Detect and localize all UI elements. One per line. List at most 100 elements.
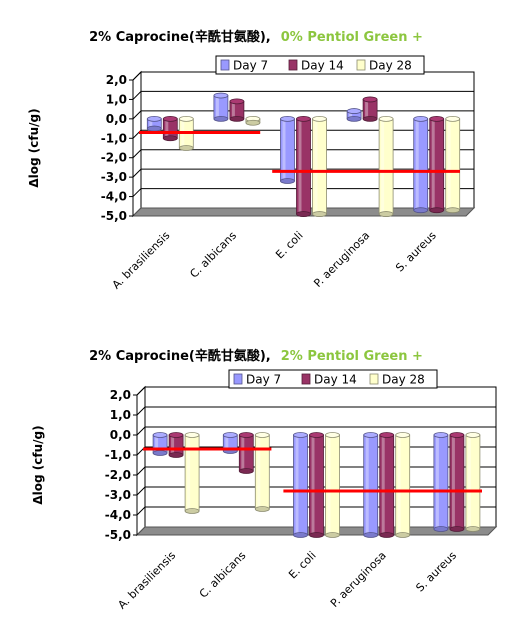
bar-cap-top (449, 432, 465, 438)
bar-day-14 (238, 432, 254, 474)
bar-highlight (397, 435, 401, 535)
gridline (136, 466, 496, 476)
bar-cap-bottom (433, 526, 449, 532)
gridline (136, 486, 496, 496)
bar-highlight (451, 435, 455, 529)
x-tick-label: E. coli (273, 229, 305, 261)
bar-cap-top (465, 432, 481, 438)
bar-cap-top (363, 432, 379, 438)
bar-highlight (257, 435, 261, 509)
x-tick-label: S. aureus (393, 229, 439, 275)
chart-title-main: 2% Caprocine(辛酰甘氨酸), (89, 30, 271, 45)
bar-cap-bottom (465, 526, 481, 532)
legend-swatch (233, 373, 243, 385)
bar-cap-top (379, 432, 395, 438)
bar-day-28 (395, 432, 411, 538)
bar-highlight (327, 435, 331, 535)
bar-day-7 (222, 432, 238, 454)
bar-highlight (365, 99, 369, 119)
chart-panel-top: 2% Caprocine(辛酰甘氨酸), 0% Pentiol Green + 2… (0, 0, 512, 312)
legend-label: Day 28 (382, 373, 425, 387)
bar-cap-top (146, 115, 162, 122)
bar-highlight (225, 435, 229, 451)
bar-cap-bottom (152, 450, 168, 456)
y-tick-label: -2,0 (101, 151, 127, 165)
bar-day-14 (429, 115, 445, 214)
bar-day-14 (309, 432, 324, 538)
bar-cap-bottom (296, 211, 311, 217)
bar-cap-top (413, 115, 429, 122)
bar-day-28 (254, 432, 270, 512)
bar-cap-bottom (178, 145, 194, 151)
y-tick-label: 0,0 (110, 428, 131, 442)
legend-box (215, 55, 425, 75)
bar-cap-bottom (445, 207, 461, 214)
plot-side-wall (136, 385, 146, 537)
bar-day-14 (362, 96, 378, 122)
bar-day-28 (184, 432, 200, 514)
bar-day-7 (280, 115, 295, 184)
bar-cap-bottom (254, 506, 270, 512)
bar-cap-bottom (229, 115, 245, 122)
chart-title-green: 0% Pentiol Green + (280, 30, 423, 45)
legend-label: Day 28 (369, 59, 412, 73)
bar-day-14 (168, 432, 184, 458)
bar-highlight (349, 111, 353, 119)
y-tick-label: 1,0 (110, 408, 131, 422)
bar-cap-top (213, 92, 229, 99)
y-tick-label: 0,0 (106, 112, 127, 126)
bar-cap-top (184, 432, 200, 438)
gridline (136, 446, 496, 456)
bar-cap-bottom (293, 532, 308, 538)
x-tick-label: A. brasiliensis (115, 549, 178, 612)
x-tick-label: C. albicans (197, 549, 249, 601)
bar-highlight (381, 435, 385, 535)
bar-day-14 (296, 115, 311, 217)
bar-day-7 (363, 432, 379, 538)
bar-highlight (311, 435, 315, 535)
legend-box (228, 369, 438, 389)
chart-title: 2% Caprocine(辛酰甘氨酸), 0% Pentiol Green + (0, 26, 512, 45)
bar-day-14 (379, 432, 395, 538)
bar-highlight (165, 118, 169, 139)
bar-cap-top (222, 432, 238, 438)
bar-highlight (215, 95, 219, 119)
bar-highlight (467, 435, 471, 529)
bar-highlight (365, 435, 369, 535)
bar-day-14 (162, 115, 178, 142)
bar-cap-bottom (309, 532, 324, 538)
bar-highlight (435, 435, 439, 529)
bar-cap-top (152, 432, 168, 438)
bar-highlight (415, 118, 419, 211)
x-tick-label: C. albicans (187, 229, 239, 281)
bar-cap-top (312, 115, 327, 122)
legend-swatch (356, 59, 366, 71)
bar-cap-bottom (379, 532, 395, 538)
y-tick-label: -3,0 (101, 170, 127, 184)
bar-cap-bottom (395, 532, 411, 538)
bar-cap-top (168, 432, 184, 438)
bar-highlight (314, 118, 318, 215)
bar-cap-top (309, 432, 324, 438)
y-tick-label: -3,0 (105, 488, 131, 502)
bar-cap-bottom (449, 526, 465, 532)
bar-highlight (241, 435, 245, 471)
legend-swatch (220, 59, 230, 71)
bar-cap-bottom (413, 207, 429, 214)
bar-highlight (171, 435, 175, 455)
bar-highlight (187, 435, 191, 511)
bar-day-7 (293, 432, 308, 538)
bar-cap-top (162, 115, 178, 122)
bar-day-28 (325, 432, 340, 538)
bar-cap-top (254, 432, 270, 438)
legend-label: Day 14 (301, 59, 344, 73)
legend-label: Day 7 (246, 373, 281, 387)
bar-cap-bottom (325, 532, 340, 538)
bar-cap-bottom (162, 135, 178, 142)
bar-cap-top (429, 115, 445, 122)
bar-day-28 (245, 115, 261, 126)
bar-highlight (431, 118, 435, 211)
bar-cap-bottom (184, 508, 200, 514)
y-tick-label: -5,0 (105, 528, 131, 542)
legend: Day 7 Day 14 Day 28 (215, 55, 425, 75)
